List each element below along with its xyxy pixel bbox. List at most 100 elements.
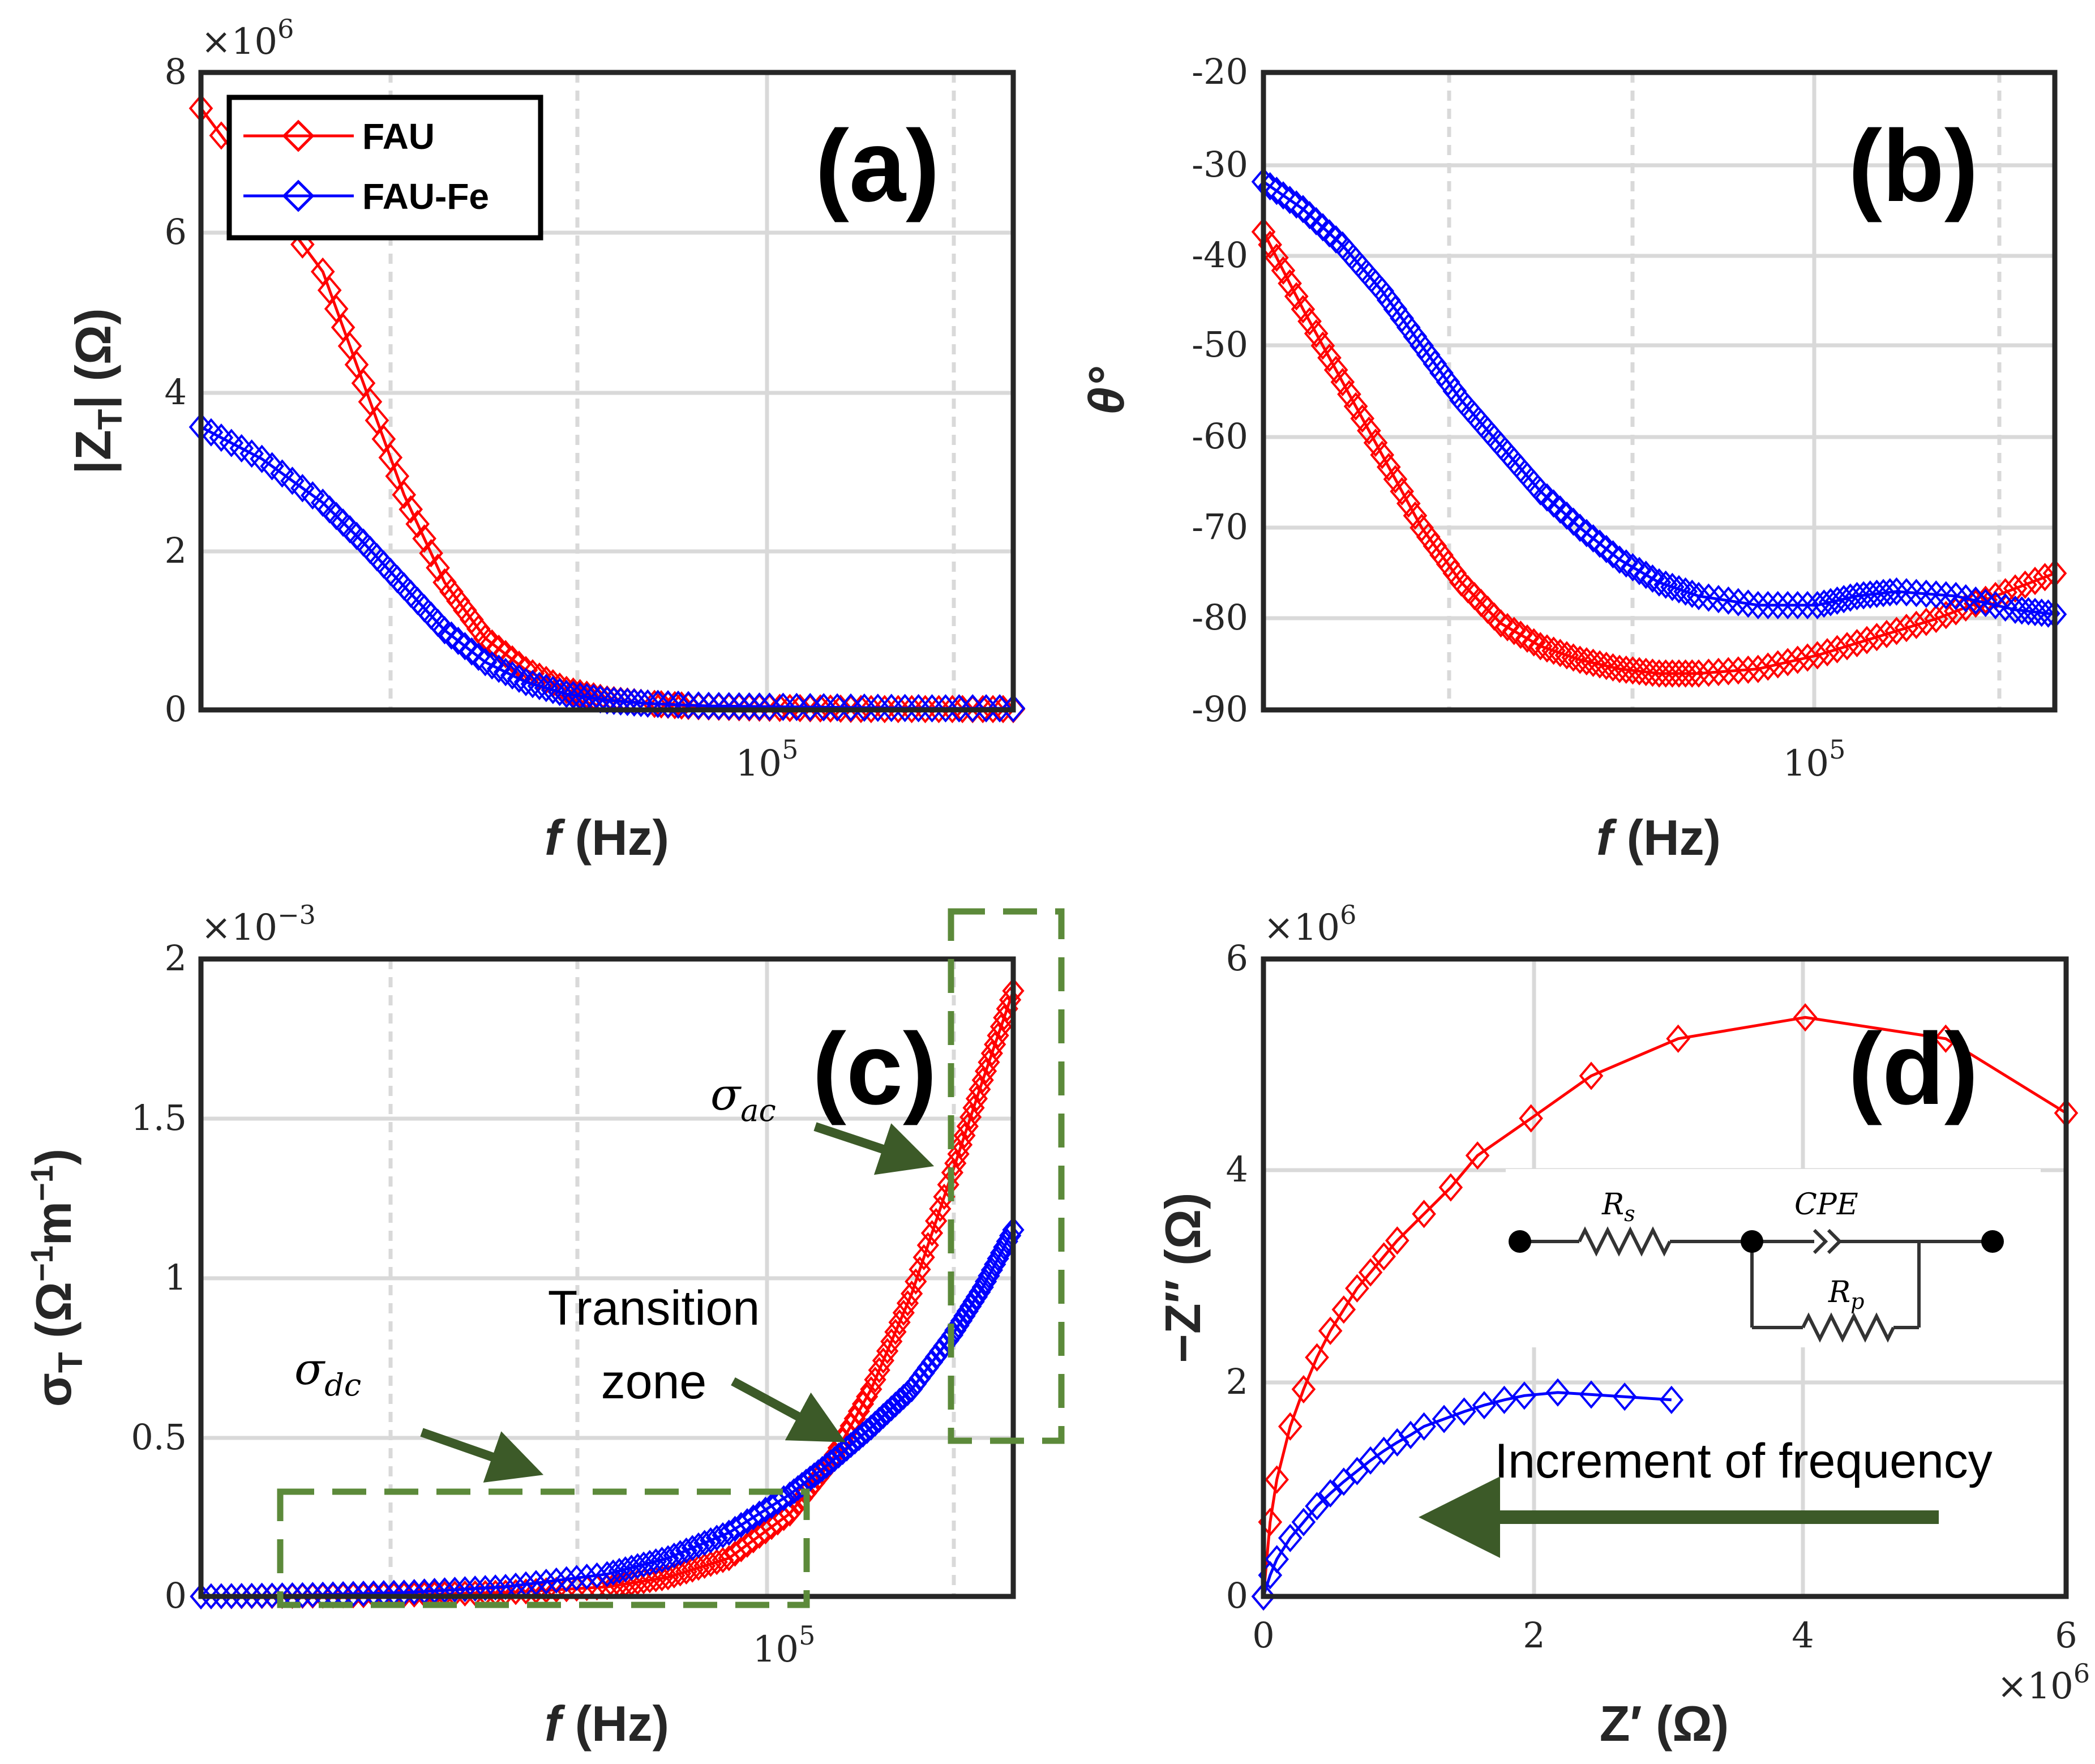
panel-a-ytick: 0 <box>165 688 187 730</box>
data-point-fau-fe <box>230 1583 253 1609</box>
legend-item-fau-fe: FAU-Fe <box>362 176 489 217</box>
data-point-fau <box>669 1560 692 1587</box>
data-point-fau-fe <box>1818 588 1843 616</box>
data-point-fau <box>1528 632 1553 661</box>
data-point-fau <box>989 1013 1013 1040</box>
data-point-fau-fe <box>1894 578 1919 607</box>
data-point-fau <box>1755 652 1780 681</box>
data-point-fau-fe <box>251 1582 273 1609</box>
data-point-fau-fe <box>602 1559 624 1586</box>
data-point-fau-fe <box>984 1251 1006 1278</box>
data-point-fau-fe <box>1680 579 1704 608</box>
panel-d-label: (d) <box>1848 1012 1978 1126</box>
data-point-fau-fe <box>342 1581 365 1607</box>
data-point-fau <box>2023 567 2047 596</box>
data-point-fau <box>412 524 436 553</box>
data-point-fau-fe <box>1831 585 1856 614</box>
panel-d-ytick: 0 <box>1226 1575 1248 1616</box>
data-point-fau <box>818 694 843 723</box>
data-point-fau-fe <box>541 675 565 704</box>
data-point-fau <box>1519 1104 1543 1133</box>
data-point-fau <box>849 695 873 723</box>
data-point-fau <box>1914 607 1939 636</box>
panel-d-xtick: 4 <box>1792 1615 1814 1656</box>
data-point-fau-fe <box>639 1549 661 1576</box>
panel-c-ytick: 1.5 <box>131 1097 187 1138</box>
data-point-fau-fe <box>576 1564 598 1590</box>
panel-b-ytick: -40 <box>1192 234 1248 276</box>
panel-b-ytick: -20 <box>1192 51 1248 92</box>
data-point-fau-fe <box>626 1553 649 1579</box>
transition-arrow <box>731 1377 846 1442</box>
data-point-fau-fe <box>1914 579 1939 608</box>
data-point-fau <box>1535 634 1560 663</box>
data-point-fau-fe <box>1412 1412 1436 1441</box>
legend-item-fau: FAU <box>362 116 435 157</box>
data-point-fau-fe <box>1858 580 1883 609</box>
data-point-fau <box>808 694 833 723</box>
data-point-fau <box>1854 626 1879 654</box>
data-point-fau-fe <box>464 1575 486 1602</box>
data-point-fau-fe <box>993 1234 1016 1261</box>
data-point-fau <box>993 1004 1016 1031</box>
data-point-fau <box>1357 416 1381 445</box>
data-point-fau <box>1548 639 1573 667</box>
panel-c-xlabel: f (Hz) <box>545 1696 669 1752</box>
data-point-fau-fe <box>479 651 504 680</box>
dc-region-box <box>277 1488 810 1608</box>
data-point-fau-fe <box>1755 590 1780 620</box>
data-point-fau-fe <box>1567 513 1592 542</box>
data-point-fau-fe <box>657 1545 679 1572</box>
data-point-fau-fe <box>912 1360 935 1386</box>
panel-b-plot <box>1251 167 2067 688</box>
data-point-fau <box>811 1459 834 1486</box>
data-point-fau <box>493 640 518 669</box>
data-point-fau-fe <box>241 1582 263 1609</box>
data-point-fau-fe <box>1775 590 1800 620</box>
data-point-fau-fe <box>712 1522 734 1548</box>
data-point-fau-fe <box>210 1583 233 1609</box>
data-point-fau <box>1377 452 1401 482</box>
data-point-fau-fe <box>1581 524 1605 553</box>
data-point-fau <box>991 695 1016 723</box>
data-point-fau <box>693 1552 716 1579</box>
panel-d-xticks: 0 2 4 6 <box>1252 1615 2077 1656</box>
data-point-fau-fe <box>1845 581 1869 611</box>
data-point-fau-fe <box>699 1527 722 1553</box>
data-point-fau-fe <box>620 1555 643 1581</box>
data-point-fau-fe <box>1607 545 1632 574</box>
data-point-fau <box>1330 367 1355 397</box>
panel-a-yticks: 0 2 4 6 8 <box>165 51 187 730</box>
data-point-fau <box>872 1347 895 1374</box>
data-point-fau <box>876 1338 899 1364</box>
data-point-fau <box>944 1150 967 1176</box>
data-point-fau-fe <box>978 1262 1000 1289</box>
data-point-fau-fe <box>595 1561 619 1587</box>
data-point-fau-fe <box>747 692 772 721</box>
panel-a-label: (a) <box>815 109 940 223</box>
data-point-fau-fe <box>460 637 484 666</box>
data-point-fau <box>1502 616 1527 645</box>
data-point-fau-fe <box>635 689 660 718</box>
series-line-fau-fe <box>1262 1391 1672 1597</box>
data-point-fau <box>1264 243 1289 272</box>
data-point-fau-fe <box>534 674 559 703</box>
data-point-fau <box>1933 1024 1958 1053</box>
panel-d-xtick: 0 <box>1252 1615 1274 1656</box>
data-point-fau-fe <box>1612 1382 1637 1411</box>
data-point-fau <box>1845 628 1869 658</box>
data-point-fau-fe <box>1953 584 1978 613</box>
data-point-fau-fe <box>1647 568 1672 597</box>
sigma-dc-arrow <box>420 1428 544 1483</box>
data-point-fau <box>1495 613 1520 641</box>
data-point-fau-fe <box>632 1551 655 1578</box>
data-point-fau <box>970 695 995 723</box>
data-point-fau-fe <box>433 1577 456 1604</box>
data-point-fau-fe <box>1001 694 1026 723</box>
panel-b-xlabel: f (Hz) <box>1596 810 1721 866</box>
data-point-fau <box>1904 610 1929 639</box>
panel-d-ytick: 2 <box>1226 1361 1248 1402</box>
data-point-fau-fe <box>686 691 711 720</box>
data-point-fau <box>1278 269 1302 298</box>
data-point-fau <box>959 1104 982 1131</box>
